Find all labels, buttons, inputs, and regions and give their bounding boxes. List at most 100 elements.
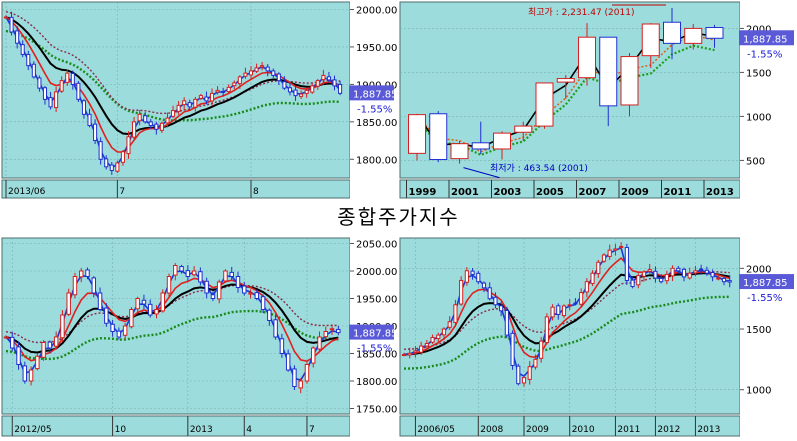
candle-body-br xyxy=(499,305,504,312)
candle-body-bl xyxy=(141,299,147,305)
candle-body-bl xyxy=(210,294,216,300)
candle-body-tl xyxy=(115,162,120,172)
candle-body-br xyxy=(527,366,532,380)
candle-body-bl xyxy=(122,325,128,336)
candle-body-bl xyxy=(204,280,209,294)
x-tick-label-tr: 2003 xyxy=(494,187,522,198)
candle-body-br xyxy=(579,292,584,305)
price-box-bl xyxy=(349,324,394,340)
current-price-label-tl: 1,887.85 xyxy=(353,89,398,100)
candle-body-bl xyxy=(160,292,165,312)
candle-body-bl xyxy=(198,271,203,283)
candle-body-br xyxy=(721,277,727,283)
candle-body-tr xyxy=(620,56,639,106)
candle-body-br xyxy=(687,272,692,279)
x-tick-label-br: 2012 xyxy=(657,425,680,435)
candle-body-bl xyxy=(147,303,153,316)
candle-body-tl xyxy=(293,89,298,97)
candle-body-br xyxy=(419,345,424,353)
candle-body-bl xyxy=(91,277,97,294)
y-tick-label-tr: 1000 xyxy=(746,112,771,123)
y-tick-label-br: 1000 xyxy=(746,386,771,397)
y-tick-label-bl: 2000.00 xyxy=(356,267,397,278)
candle-body-br xyxy=(436,334,441,340)
candle-body-br xyxy=(596,261,601,275)
candle-body-bl xyxy=(16,346,21,365)
candle-body-br xyxy=(624,247,629,281)
candle-body-br xyxy=(573,302,578,305)
candle-body-bl xyxy=(53,336,59,347)
candle-body-br xyxy=(704,269,709,274)
x-tick-label-tr: 2007 xyxy=(579,187,607,198)
candle-body-br xyxy=(670,267,675,277)
candle-body-tl xyxy=(48,97,53,108)
candle-body-tl xyxy=(81,100,86,115)
candle-body-bl xyxy=(116,330,122,338)
candle-body-tl xyxy=(26,53,31,67)
x-tick-label-tl: 7 xyxy=(119,187,125,197)
x-tick-label-tr: 2011 xyxy=(664,187,692,198)
candle-body-tl xyxy=(254,67,259,72)
x-tick-label-bl: 2012/05 xyxy=(14,425,51,435)
candle-body-bl xyxy=(41,342,46,358)
candle-body-tl xyxy=(137,113,142,122)
candle-body-br xyxy=(550,306,555,318)
candle-body-br xyxy=(424,343,429,347)
candle-body-tl xyxy=(182,100,187,106)
candle-body-tl xyxy=(237,76,242,85)
candle-body-br xyxy=(470,270,475,275)
candle-body-tl xyxy=(332,79,337,87)
candle-body-bl xyxy=(292,368,297,387)
candle-body-tr xyxy=(429,113,448,161)
candle-body-tl xyxy=(3,16,9,19)
candle-body-tl xyxy=(232,82,237,87)
candle-body-tl xyxy=(226,86,231,93)
candle-body-br xyxy=(401,354,407,357)
candle-body-tl xyxy=(148,121,153,127)
candle-body-br xyxy=(613,248,618,251)
candle-body-br xyxy=(727,280,732,283)
candle-body-bl xyxy=(10,336,15,349)
candle-body-tr xyxy=(705,27,724,39)
candle-body-bl xyxy=(60,314,65,339)
y-tick-label-tr: 1500 xyxy=(746,68,771,79)
candle-body-bl xyxy=(267,309,272,322)
x-tick-label-bl: 4 xyxy=(246,425,252,435)
candle-body-tl xyxy=(59,80,64,92)
candle-body-bl xyxy=(329,328,335,331)
annotation-low: 최저가 : 463.54 (2001) xyxy=(490,163,588,174)
candle-body-br xyxy=(413,350,418,353)
candle-body-br xyxy=(590,272,595,284)
price-box-br xyxy=(739,274,794,290)
candle-body-br xyxy=(636,275,641,286)
candle-body-bl xyxy=(85,269,90,278)
candle-body-br xyxy=(601,254,607,262)
candle-body-bl xyxy=(97,292,103,310)
candle-body-bl xyxy=(47,341,53,349)
candle-body-bl xyxy=(323,331,329,338)
x-tick-label-br: 2009 xyxy=(526,425,549,435)
candle-body-tl xyxy=(9,16,14,33)
candle-body-tl xyxy=(187,102,192,108)
candle-body-tl xyxy=(87,113,92,127)
price-box-tl xyxy=(349,85,394,101)
candle-body-bl xyxy=(185,270,191,278)
candle-body-tl xyxy=(271,70,276,76)
candle-body-br xyxy=(504,309,509,336)
candle-body-bl xyxy=(317,336,322,350)
candle-body-tr xyxy=(599,36,618,107)
candle-body-tl xyxy=(165,117,170,124)
x-tick-label-tr: 2009 xyxy=(621,187,649,198)
candle-body-tl xyxy=(20,44,25,55)
candle-body-bl xyxy=(242,285,247,294)
candle-body-bl xyxy=(104,307,109,324)
y-tick-label-tr: 500 xyxy=(746,156,765,167)
candle-body-bl xyxy=(28,369,34,382)
candle-body-br xyxy=(441,328,447,336)
candle-body-br xyxy=(487,287,492,300)
candle-body-br xyxy=(693,270,698,274)
candle-body-tl xyxy=(304,89,309,94)
candle-body-bl xyxy=(72,276,78,296)
candle-body-tr xyxy=(641,23,660,57)
candle-body-bl xyxy=(336,328,341,334)
